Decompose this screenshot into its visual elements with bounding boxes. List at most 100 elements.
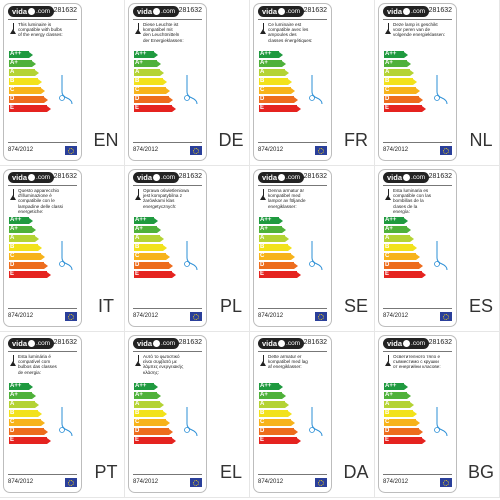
- divider: [133, 351, 202, 352]
- divider: [383, 351, 452, 352]
- energy-class-label: A+: [385, 392, 393, 398]
- divider: [258, 142, 327, 143]
- energy-class-label: E: [260, 271, 265, 277]
- energy-class-bar: B: [134, 244, 176, 251]
- energy-class-bar: D: [384, 428, 426, 435]
- energy-class-bar: C: [384, 419, 426, 426]
- energy-class-bar: D: [9, 262, 51, 269]
- label-cell: vida .com 281632 Αυτό το φωτιστικό είναι συ…: [125, 332, 250, 498]
- energy-class-bar: C: [259, 87, 301, 94]
- eu-flag-icon: [190, 312, 202, 321]
- energy-class-label: E: [385, 437, 390, 443]
- energy-scale: A++ A+ A B C D E: [384, 217, 426, 280]
- divider: [133, 142, 202, 143]
- energy-class-bar: A: [384, 401, 426, 408]
- energy-class-bar: B: [259, 410, 301, 417]
- energy-class-label: E: [135, 437, 140, 443]
- energy-scale: A++ A+ A B C D E: [134, 217, 176, 280]
- energy-class-bar: A: [384, 69, 426, 76]
- energy-class-label: A+: [260, 392, 268, 398]
- energy-class-label: E: [385, 105, 390, 111]
- energy-scale: A++ A+ A B C D E: [259, 51, 301, 114]
- divider: [133, 308, 202, 309]
- energy-class-label: A: [260, 69, 265, 75]
- energy-class-label: D: [385, 428, 390, 434]
- divider: [383, 308, 452, 309]
- energy-class-bar: D: [9, 96, 51, 103]
- compatibility-text: Denna armatur är kompatibel med lampor a…: [268, 188, 306, 209]
- brand-logo: vida .com: [133, 338, 180, 349]
- energy-scale: A++ A+ A B C D E: [9, 383, 51, 446]
- energy-label-card: vida .com 281632 Esta luminária é compatíve…: [3, 335, 82, 493]
- energy-label-card: vida .com 281632 Deze lamp is geschikt voor…: [378, 3, 457, 161]
- compatibility-bracket-icon: [434, 241, 448, 271]
- energy-label-card: vida .com 281632 This luminaire is compatib…: [3, 3, 82, 161]
- brand-logo: vida .com: [383, 172, 430, 183]
- energy-class-label: A++: [260, 383, 272, 389]
- energy-class-label: E: [10, 271, 15, 277]
- divider: [133, 474, 202, 475]
- energy-class-bar: D: [134, 428, 176, 435]
- energy-class-bar: B: [9, 410, 51, 417]
- energy-class-label: B: [10, 244, 15, 250]
- energy-class-label: B: [385, 78, 390, 84]
- divider: [383, 474, 452, 475]
- energy-class-bar: B: [9, 78, 51, 85]
- pendant-lamp-icon: [9, 355, 18, 368]
- brand-logo: vida .com: [258, 172, 305, 183]
- energy-class-label: B: [260, 78, 265, 84]
- energy-label-card: vida .com 281632 Dette armatur er kompatibe…: [253, 335, 332, 493]
- regulation-number: 874/2012: [133, 313, 159, 319]
- energy-label-card: vida .com 281632 Ce luminaire est compatibl…: [253, 3, 332, 161]
- energy-class-bar: A+: [9, 60, 51, 67]
- energy-scale: A++ A+ A B C D E: [134, 383, 176, 446]
- divider: [8, 19, 77, 20]
- divider: [258, 351, 327, 352]
- energy-class-label: C: [385, 87, 390, 93]
- product-code: 281632: [428, 339, 452, 346]
- label-cell: vida .com 281632 Questo apparecchio d'illum…: [0, 166, 125, 332]
- energy-class-bar: B: [384, 78, 426, 85]
- compatibility-bracket-icon: [309, 241, 323, 271]
- compatibility-bracket-icon: [59, 75, 73, 105]
- compatibility-bracket-icon: [184, 75, 198, 105]
- regulation-number: 874/2012: [133, 147, 159, 153]
- eu-flag-icon: [440, 478, 452, 487]
- energy-class-label: A: [385, 401, 390, 407]
- pendant-lamp-icon: [9, 189, 18, 202]
- energy-class-label: D: [385, 96, 390, 102]
- energy-scale: A++ A+ A B C D E: [9, 217, 51, 280]
- language-code: EN: [93, 130, 119, 150]
- label-cell: vida .com 281632 Esta luminária é compatíve…: [0, 332, 125, 498]
- energy-scale: A++ A+ A B C D E: [384, 51, 426, 114]
- energy-class-bar: A++: [259, 217, 301, 224]
- energy-class-bar: C: [134, 253, 176, 260]
- energy-label-card: vida .com 281632 Oprawa oświetleniowa jest …: [128, 169, 207, 327]
- energy-class-bar: A+: [384, 392, 426, 399]
- language-code: FR: [344, 130, 368, 150]
- product-code: 281632: [178, 339, 202, 346]
- product-code: 281632: [303, 7, 327, 14]
- energy-class-label: E: [260, 105, 265, 111]
- pendant-lamp-icon: [259, 189, 268, 202]
- energy-class-label: C: [260, 253, 265, 259]
- compatibility-bracket-icon: [184, 407, 198, 437]
- energy-class-label: A++: [385, 383, 397, 389]
- energy-class-label: C: [135, 419, 140, 425]
- energy-class-bar: A: [259, 235, 301, 242]
- compatibility-text: Осветителното тяло е съвместимо с крушки…: [393, 354, 441, 370]
- brand-logo: vida .com: [258, 338, 305, 349]
- energy-class-bar: C: [259, 419, 301, 426]
- energy-class-label: E: [385, 271, 390, 277]
- energy-class-label: A+: [260, 226, 268, 232]
- pendant-lamp-icon: [134, 189, 143, 202]
- compatibility-text: Dette armatur er kompatibel med lag af e…: [268, 354, 308, 370]
- label-cell: vida .com 281632 Oprawa oświetleniowa jest …: [125, 166, 250, 332]
- energy-class-bar: A: [9, 235, 51, 242]
- energy-label-card: vida .com 281632 Diese Leuchte ist kompatib…: [128, 3, 207, 161]
- compatibility-text: Diese Leuchte ist kompatibel mit den Leu…: [143, 22, 184, 43]
- eu-flag-icon: [440, 146, 452, 155]
- energy-class-label: D: [135, 96, 140, 102]
- energy-class-bar: B: [384, 410, 426, 417]
- energy-class-label: C: [260, 87, 265, 93]
